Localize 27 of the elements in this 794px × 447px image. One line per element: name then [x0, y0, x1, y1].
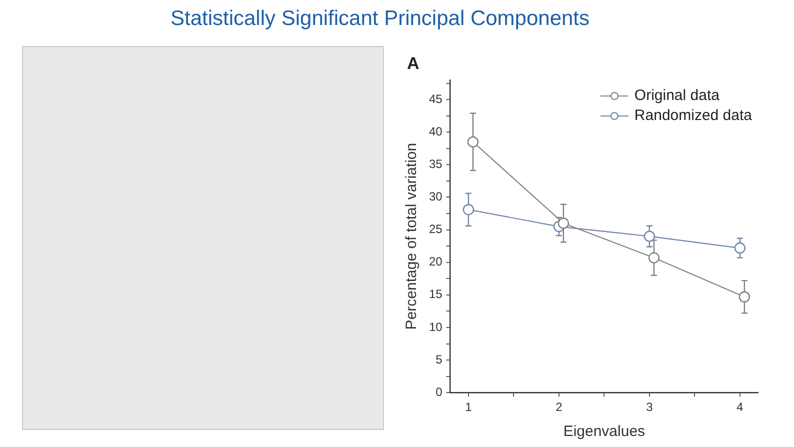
- y-tick-label: 40: [428, 124, 443, 138]
- point: [648, 252, 660, 264]
- x-tick-label: 3: [646, 400, 654, 414]
- x-tick-label: 1: [465, 400, 472, 414]
- y-tick-label: 30: [428, 190, 443, 204]
- legend-label: Original data: [634, 87, 720, 104]
- point: [462, 204, 474, 216]
- y-axis-title: Percentage of total variation: [403, 142, 420, 330]
- x-tick-label: 4: [736, 400, 744, 414]
- x-axis-title: Eigenvalues: [563, 423, 646, 440]
- y-tick-label: 20: [428, 254, 443, 269]
- point: [734, 242, 746, 254]
- x-tick-label: 2: [556, 400, 563, 414]
- chart-title: Statistically Significant Principal Components: [169, 7, 591, 31]
- y-tick-label: 35: [428, 156, 443, 171]
- y-tick-label: 45: [428, 92, 443, 106]
- point: [644, 230, 656, 242]
- y-tick-label: 10: [428, 320, 443, 334]
- point: [467, 136, 479, 148]
- y-tick-label: 0: [436, 384, 443, 399]
- point: [558, 218, 570, 229]
- text: A: [407, 54, 420, 74]
- point: [738, 291, 750, 302]
- legend-label: Randomized data: [634, 107, 753, 124]
- y-tick-label: 25: [428, 222, 443, 236]
- y-tick-label: 15: [428, 287, 443, 302]
- y-tick-label: 5: [436, 352, 443, 366]
